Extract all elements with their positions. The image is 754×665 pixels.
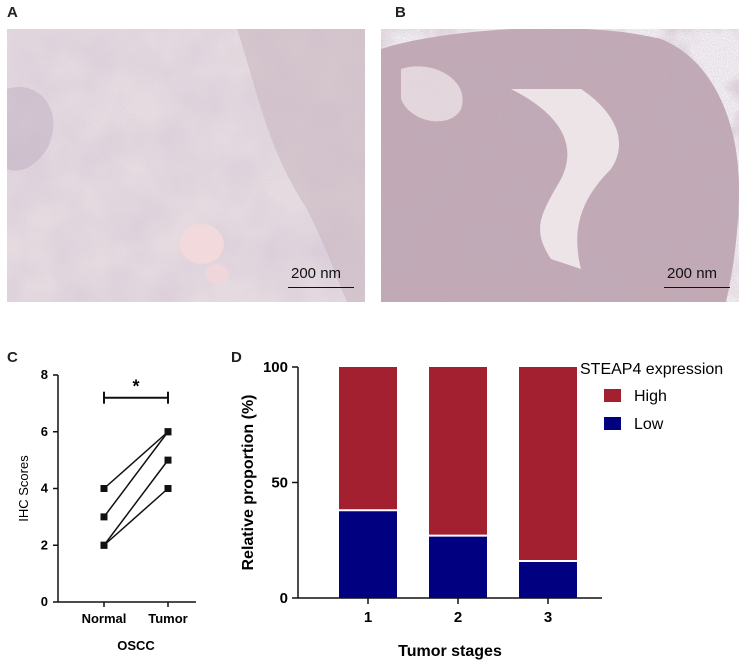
- x-tick-label-c: Normal: [82, 611, 127, 626]
- x-tick-label-c: Tumor: [148, 611, 187, 626]
- y-tick-label-d: 0: [280, 590, 288, 607]
- legend-swatch-low: [604, 417, 621, 430]
- data-point-c: [164, 428, 172, 436]
- y-tick-label-c: 2: [41, 537, 48, 552]
- x-tick-label-d: 3: [544, 609, 552, 626]
- bar-low-stage-1: [339, 510, 397, 598]
- scale-bar-b: [664, 287, 730, 288]
- bar-high-stage-3: [519, 367, 577, 562]
- x-axis-title-c: OSCC: [117, 638, 155, 653]
- panel-letter-b: B: [395, 4, 406, 21]
- significance-label: *: [132, 377, 139, 397]
- scale-bar-a: [288, 287, 354, 288]
- y-axis-title-d: Relative proportion (%): [240, 394, 257, 570]
- y-axis-title-c: IHC Scores: [16, 455, 31, 522]
- legend-label-high: High: [634, 388, 667, 405]
- x-tick-label-d: 1: [364, 609, 372, 626]
- bar-high-stage-2: [429, 367, 487, 536]
- data-point-c: [164, 456, 172, 464]
- series-line-c-3: [103, 459, 169, 546]
- bar-high-stage-1: [339, 367, 397, 511]
- y-tick-label-c: 4: [41, 481, 49, 496]
- y-tick-label-d: 50: [271, 475, 288, 492]
- chart-d: 0 50 100 1 2 3 Tumor stages Relative proportion…: [240, 359, 723, 660]
- scale-label-b: 200 nm: [667, 265, 718, 282]
- bar-low-stage-2: [429, 535, 487, 598]
- x-tick-label-d: 2: [454, 609, 462, 626]
- micrograph-a: [7, 29, 365, 302]
- panel-letter-a: A: [7, 4, 18, 21]
- y-tick-label-c: 8: [41, 367, 48, 382]
- y-tick-label-d: 100: [263, 359, 288, 376]
- micrograph-b: [381, 29, 739, 302]
- bar-low-stage-3: [519, 561, 577, 598]
- data-point-c: [100, 485, 108, 492]
- y-tick-label-c: 0: [41, 594, 48, 609]
- legend-label-low: Low: [634, 416, 664, 433]
- data-point-c: [164, 485, 172, 492]
- series-line-c-1: [103, 431, 169, 490]
- legend-title: STEAP4 expression: [580, 361, 723, 378]
- data-point-c: [100, 513, 108, 521]
- series-line-c-4: [103, 487, 169, 546]
- data-point-c: [100, 541, 108, 549]
- y-tick-label-c: 6: [41, 424, 48, 439]
- legend-swatch-high: [604, 389, 621, 402]
- series-line-c-2: [103, 431, 169, 518]
- scale-label-a: 200 nm: [291, 265, 342, 282]
- x-axis-title-d: Tumor stages: [398, 643, 502, 660]
- chart-c: 0 2 4 6 8 Normal Tumor * OSCC IHC Scores: [16, 367, 196, 653]
- panel-letter-c: C: [7, 349, 18, 366]
- panel-letter-d: D: [231, 349, 242, 366]
